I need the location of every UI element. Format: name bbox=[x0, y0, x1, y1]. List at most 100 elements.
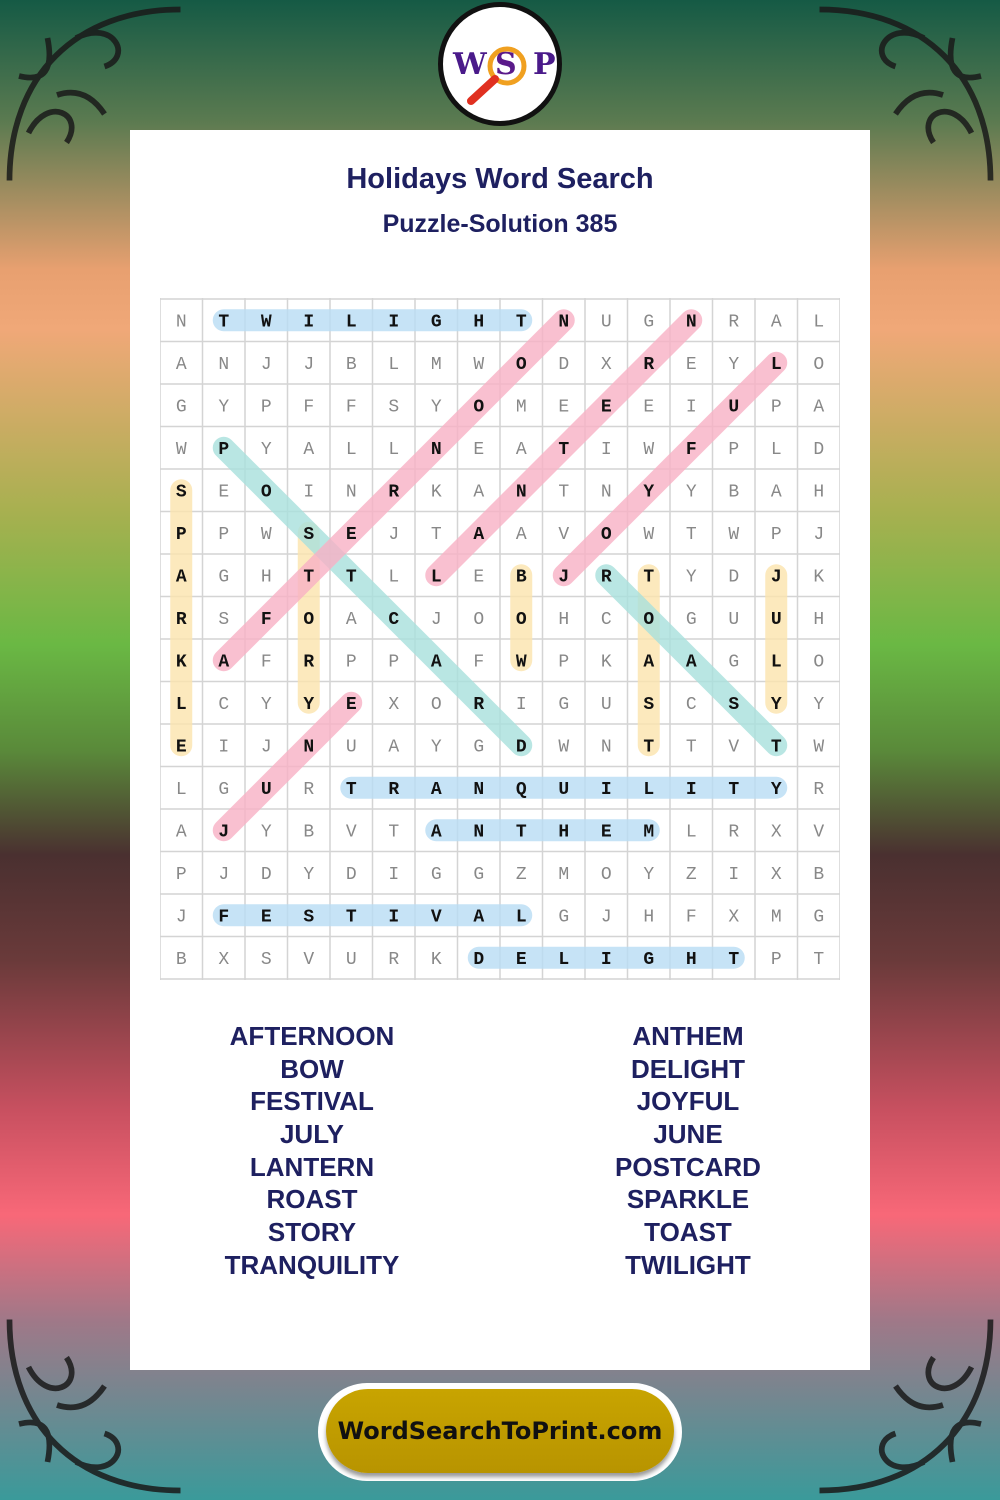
grid-letter[interactable]: N bbox=[431, 440, 442, 460]
grid-letter[interactable]: S bbox=[218, 610, 229, 630]
grid-letter[interactable]: Y bbox=[261, 822, 272, 842]
grid-letter[interactable]: U bbox=[601, 695, 612, 715]
grid-letter[interactable]: N bbox=[601, 482, 612, 502]
grid-letter[interactable]: I bbox=[601, 780, 612, 800]
grid-letter[interactable]: R bbox=[388, 950, 399, 970]
grid-letter[interactable]: N bbox=[686, 312, 697, 332]
grid-letter[interactable]: O bbox=[516, 355, 527, 375]
grid-letter[interactable]: G bbox=[176, 397, 187, 417]
grid-letter[interactable]: Y bbox=[643, 482, 654, 502]
grid-letter[interactable]: I bbox=[218, 737, 229, 757]
grid-letter[interactable]: Y bbox=[261, 695, 272, 715]
grid-letter[interactable]: O bbox=[516, 610, 527, 630]
grid-letter[interactable]: X bbox=[728, 907, 739, 927]
grid-letter[interactable]: J bbox=[218, 822, 229, 842]
grid-letter[interactable]: M bbox=[771, 907, 782, 927]
grid-letter[interactable]: A bbox=[431, 822, 442, 842]
grid-letter[interactable]: W bbox=[176, 440, 187, 460]
grid-letter[interactable]: V bbox=[813, 822, 824, 842]
grid-letter[interactable]: O bbox=[601, 865, 612, 885]
grid-letter[interactable]: B bbox=[813, 865, 824, 885]
grid-letter[interactable]: E bbox=[346, 695, 357, 715]
grid-letter[interactable]: L bbox=[346, 312, 357, 332]
grid-letter[interactable]: P bbox=[218, 525, 229, 545]
grid-letter[interactable]: H bbox=[473, 312, 484, 332]
grid-letter[interactable]: S bbox=[388, 397, 399, 417]
grid-letter[interactable]: Z bbox=[516, 865, 527, 885]
grid-letter[interactable]: J bbox=[218, 865, 229, 885]
grid-letter[interactable]: W bbox=[643, 440, 654, 460]
grid-letter[interactable]: P bbox=[176, 525, 187, 545]
grid-letter[interactable]: O bbox=[813, 652, 824, 672]
grid-letter[interactable]: R bbox=[813, 780, 824, 800]
grid-letter[interactable]: Y bbox=[431, 397, 442, 417]
grid-letter[interactable]: L bbox=[431, 567, 442, 587]
grid-letter[interactable]: U bbox=[728, 610, 739, 630]
grid-letter[interactable]: Y bbox=[303, 695, 314, 715]
grid-letter[interactable]: I bbox=[686, 780, 697, 800]
grid-letter[interactable]: H bbox=[643, 907, 654, 927]
grid-letter[interactable]: A bbox=[176, 822, 187, 842]
grid-letter[interactable]: G bbox=[473, 737, 484, 757]
grid-letter[interactable]: J bbox=[601, 907, 612, 927]
grid-letter[interactable]: A bbox=[473, 525, 484, 545]
grid-letter[interactable]: L bbox=[686, 822, 697, 842]
grid-letter[interactable]: T bbox=[431, 525, 442, 545]
grid-letter[interactable]: R bbox=[388, 482, 399, 502]
grid-letter[interactable]: D bbox=[558, 355, 569, 375]
grid-letter[interactable]: A bbox=[813, 397, 824, 417]
grid-letter[interactable]: F bbox=[261, 610, 272, 630]
grid-letter[interactable]: A bbox=[473, 482, 484, 502]
grid-letter[interactable]: I bbox=[601, 440, 612, 460]
grid-letter[interactable]: F bbox=[218, 907, 229, 927]
grid-letter[interactable]: I bbox=[728, 865, 739, 885]
grid-letter[interactable]: J bbox=[261, 737, 272, 757]
grid-letter[interactable]: R bbox=[601, 567, 612, 587]
grid-letter[interactable]: Y bbox=[303, 865, 314, 885]
grid-letter[interactable]: R bbox=[643, 355, 654, 375]
grid-letter[interactable]: S bbox=[303, 525, 314, 545]
grid-letter[interactable]: J bbox=[388, 525, 399, 545]
grid-letter[interactable]: W bbox=[261, 525, 272, 545]
grid-letter[interactable]: G bbox=[813, 907, 824, 927]
grid-letter[interactable]: A bbox=[218, 652, 229, 672]
grid-letter[interactable]: A bbox=[303, 440, 314, 460]
grid-letter[interactable]: L bbox=[176, 780, 187, 800]
grid-letter[interactable]: J bbox=[813, 525, 824, 545]
grid-letter[interactable]: E bbox=[473, 567, 484, 587]
grid-letter[interactable]: O bbox=[303, 610, 314, 630]
grid-letter[interactable]: Q bbox=[516, 780, 527, 800]
grid-letter[interactable]: B bbox=[346, 355, 357, 375]
grid-letter[interactable]: A bbox=[473, 907, 484, 927]
grid-letter[interactable]: X bbox=[388, 695, 399, 715]
grid-letter[interactable]: R bbox=[473, 695, 484, 715]
grid-letter[interactable]: A bbox=[771, 482, 782, 502]
grid-letter[interactable]: T bbox=[728, 950, 739, 970]
grid-letter[interactable]: G bbox=[218, 780, 229, 800]
grid-letter[interactable]: P bbox=[176, 865, 187, 885]
grid-letter[interactable]: J bbox=[303, 355, 314, 375]
grid-letter[interactable]: M bbox=[643, 822, 654, 842]
grid-letter[interactable]: L bbox=[176, 695, 187, 715]
grid-letter[interactable]: A bbox=[176, 355, 187, 375]
grid-letter[interactable]: G bbox=[558, 907, 569, 927]
grid-letter[interactable]: B bbox=[728, 482, 739, 502]
grid-letter[interactable]: T bbox=[686, 525, 697, 545]
grid-letter[interactable]: W bbox=[813, 737, 824, 757]
grid-letter[interactable]: G bbox=[431, 865, 442, 885]
grid-letter[interactable]: V bbox=[431, 907, 442, 927]
grid-letter[interactable]: T bbox=[686, 737, 697, 757]
grid-letter[interactable]: U bbox=[346, 950, 357, 970]
grid-letter[interactable]: U bbox=[771, 610, 782, 630]
grid-letter[interactable]: P bbox=[346, 652, 357, 672]
grid-letter[interactable]: T bbox=[346, 907, 357, 927]
grid-letter[interactable]: Y bbox=[431, 737, 442, 757]
grid-letter[interactable]: A bbox=[516, 525, 527, 545]
grid-letter[interactable]: V bbox=[303, 950, 314, 970]
grid-letter[interactable]: T bbox=[728, 780, 739, 800]
grid-letter[interactable]: B bbox=[303, 822, 314, 842]
grid-letter[interactable]: P bbox=[728, 440, 739, 460]
grid-letter[interactable]: M bbox=[558, 865, 569, 885]
grid-letter[interactable]: G bbox=[686, 610, 697, 630]
grid-letter[interactable]: T bbox=[346, 780, 357, 800]
